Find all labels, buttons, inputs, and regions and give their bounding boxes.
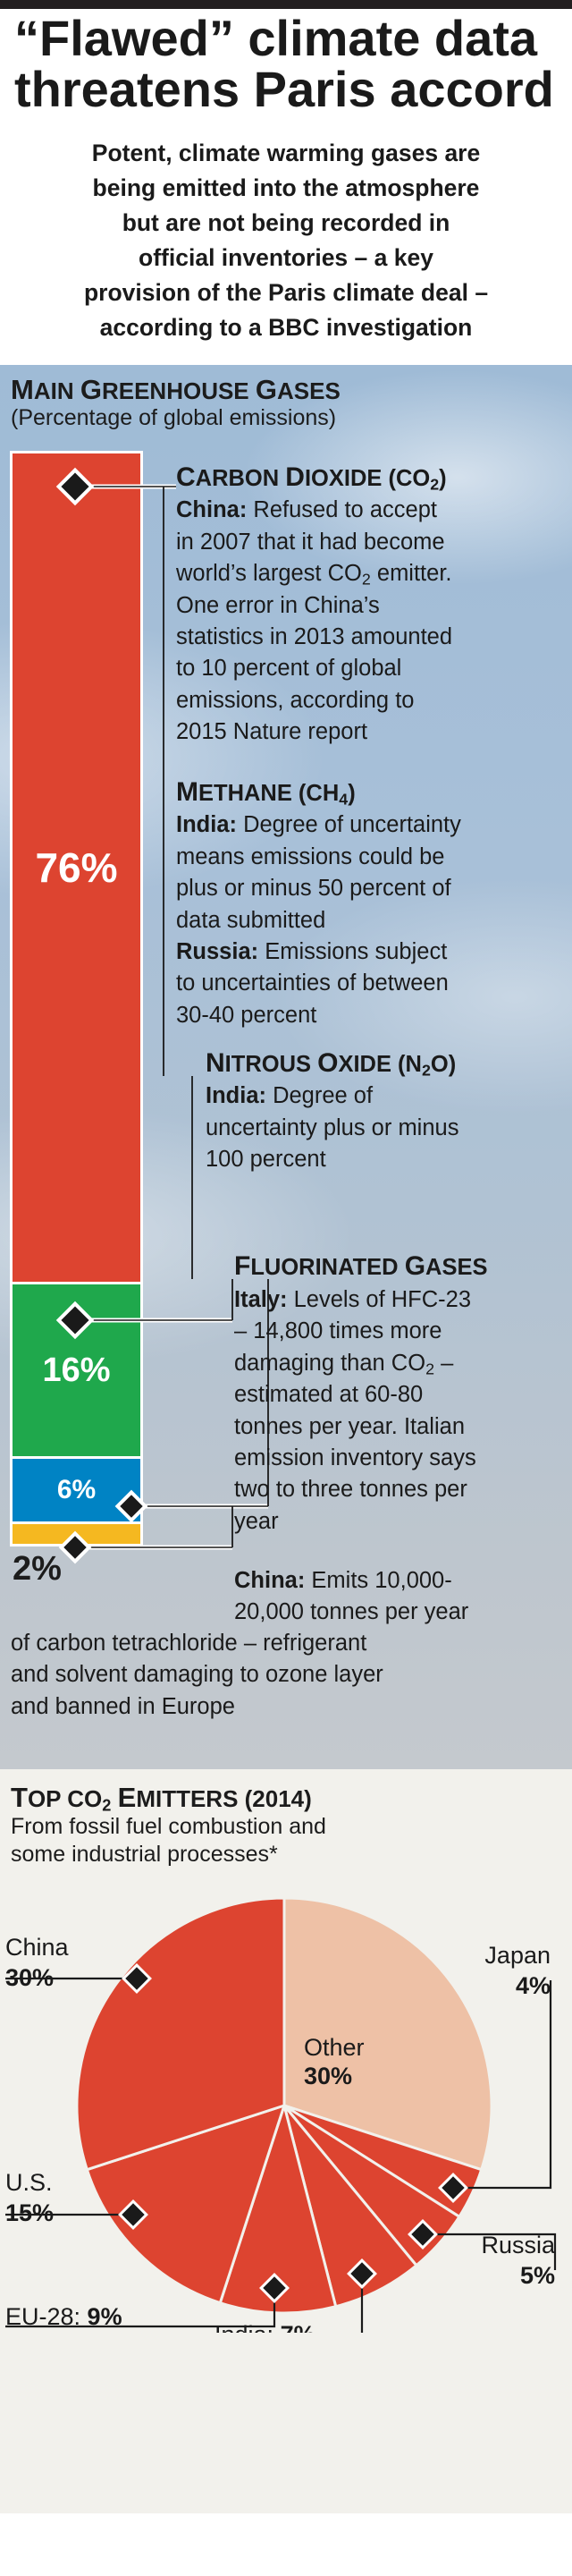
svg-text:15%: 15% [5,2199,54,2226]
svg-text:India: 7%: India: 7% [214,2321,315,2333]
svg-text:5%: 5% [520,2262,555,2289]
svg-text:4%: 4% [516,1972,551,1999]
svg-text:Japan: Japan [484,1942,551,1969]
svg-text:30%: 30% [5,1964,54,1991]
svg-text:China: China [5,1934,70,1961]
svg-text:EU-28: 9%: EU-28: 9% [5,2303,122,2330]
svg-text:Russia: Russia [481,2232,556,2258]
svg-text:U.S.: U.S. [5,2169,53,2196]
